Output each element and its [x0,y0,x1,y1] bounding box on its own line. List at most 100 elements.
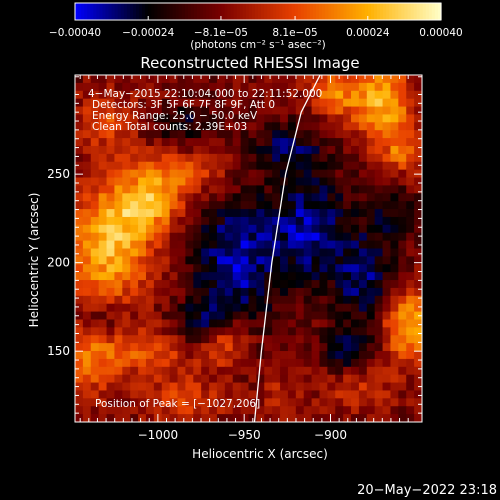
heatmap-cell [390,280,399,289]
heatmap-cell [185,295,194,305]
heatmap-cell [130,209,139,218]
heatmap-cell [382,216,391,226]
heatmap-cell [201,153,210,163]
heatmap-cell [327,201,336,210]
heatmap-cell [374,114,384,123]
heatmap-cell [161,398,171,407]
heatmap-cell [264,138,273,147]
colorbar-segment [401,3,405,20]
heatmap-cell [382,209,391,218]
heatmap-cell [82,209,92,218]
heatmap-cell [232,374,242,384]
heatmap-cell [216,169,226,179]
heatmap-cell [185,327,194,336]
heatmap-cell [216,90,226,100]
heatmap-cell [153,82,163,92]
heatmap-cell [138,75,147,84]
heatmap-cell [130,240,139,249]
heatmap-cell [209,169,218,179]
heatmap-cell [303,209,313,218]
heatmap-cell [130,406,139,415]
heatmap-cell [201,75,210,84]
colorbar-segment [437,3,442,20]
heatmap-cell [185,390,194,399]
heatmap-cell [248,216,257,226]
heatmap-cell [382,193,391,202]
heatmap-cell [343,358,352,368]
heatmap-cell [138,358,147,368]
heatmap-cell [351,209,360,218]
heatmap-cell [185,343,194,352]
heatmap-cell [272,303,281,313]
heatmap-cell [114,414,123,422]
heatmap-cell [240,209,249,218]
heatmap-cell [216,82,226,92]
heatmap-cell [216,264,226,273]
heatmap-cell [106,201,115,210]
colorbar-segment [129,3,134,20]
heatmap-cell [138,311,147,320]
heatmap-cell [130,216,139,226]
colorbar-segment [300,3,305,20]
heatmap-cell [169,209,179,218]
heatmap-cell [256,406,265,415]
heatmap-cell [390,358,399,368]
colorbar-segment [373,3,378,20]
heatmap-cell [256,153,265,163]
heatmap-cell [106,185,115,194]
heatmap-cell [106,311,115,320]
heatmap-cell [295,169,305,179]
heatmap-cell [98,327,108,336]
heatmap-cell [248,193,257,202]
heatmap-cell [193,264,202,273]
heatmap-cell [177,201,186,210]
heatmap-cell [327,343,336,352]
heatmap-cell [382,98,391,108]
heatmap-cell [358,256,368,265]
heatmap-cell [185,406,194,415]
colorbar-segment [142,3,146,20]
heatmap-cell [327,224,336,234]
heatmap-cell [303,398,313,407]
heatmap-cell [145,106,155,115]
heatmap-cell [335,264,344,273]
heatmap-cell [295,232,305,242]
heatmap-cell [303,224,313,234]
heatmap-cell [414,319,422,328]
heatmap-cell [82,280,92,289]
heatmap-cell [216,319,226,328]
heatmap-cell [106,224,115,234]
heatmap-cell [122,366,131,376]
heatmap-cell [335,130,344,139]
heatmap-cell [82,232,92,242]
heatmap-cell [248,232,257,242]
heatmap-cell [82,319,92,328]
heatmap-cell [106,240,115,249]
heatmap-cell [311,114,320,123]
heatmap-cell [201,232,210,242]
heatmap-cell [264,351,273,360]
heatmap-cell [335,319,344,328]
heatmap-cell [414,82,422,92]
heatmap-cell [98,319,108,328]
heatmap-cell [161,358,171,368]
heatmap-cell [280,280,289,289]
heatmap-cell [130,248,139,257]
heatmap-cell [327,295,336,305]
heatmap-cell [414,209,422,218]
heatmap-cell [319,343,328,352]
heatmap-cell [201,343,210,352]
heatmap-cell [248,351,257,360]
heatmap-cell [295,75,305,84]
heatmap-cell [122,343,131,352]
heatmap-cell [256,145,265,155]
heatmap-cell [193,287,202,297]
heatmap-cell [145,161,155,171]
heatmap-cell [343,303,352,313]
heatmap-cell [264,98,273,108]
heatmap-cell [75,319,84,328]
heatmap-cell [287,98,297,108]
heatmap-cell [335,145,344,155]
heatmap-cell [351,98,360,108]
heatmap-cell [193,272,202,281]
